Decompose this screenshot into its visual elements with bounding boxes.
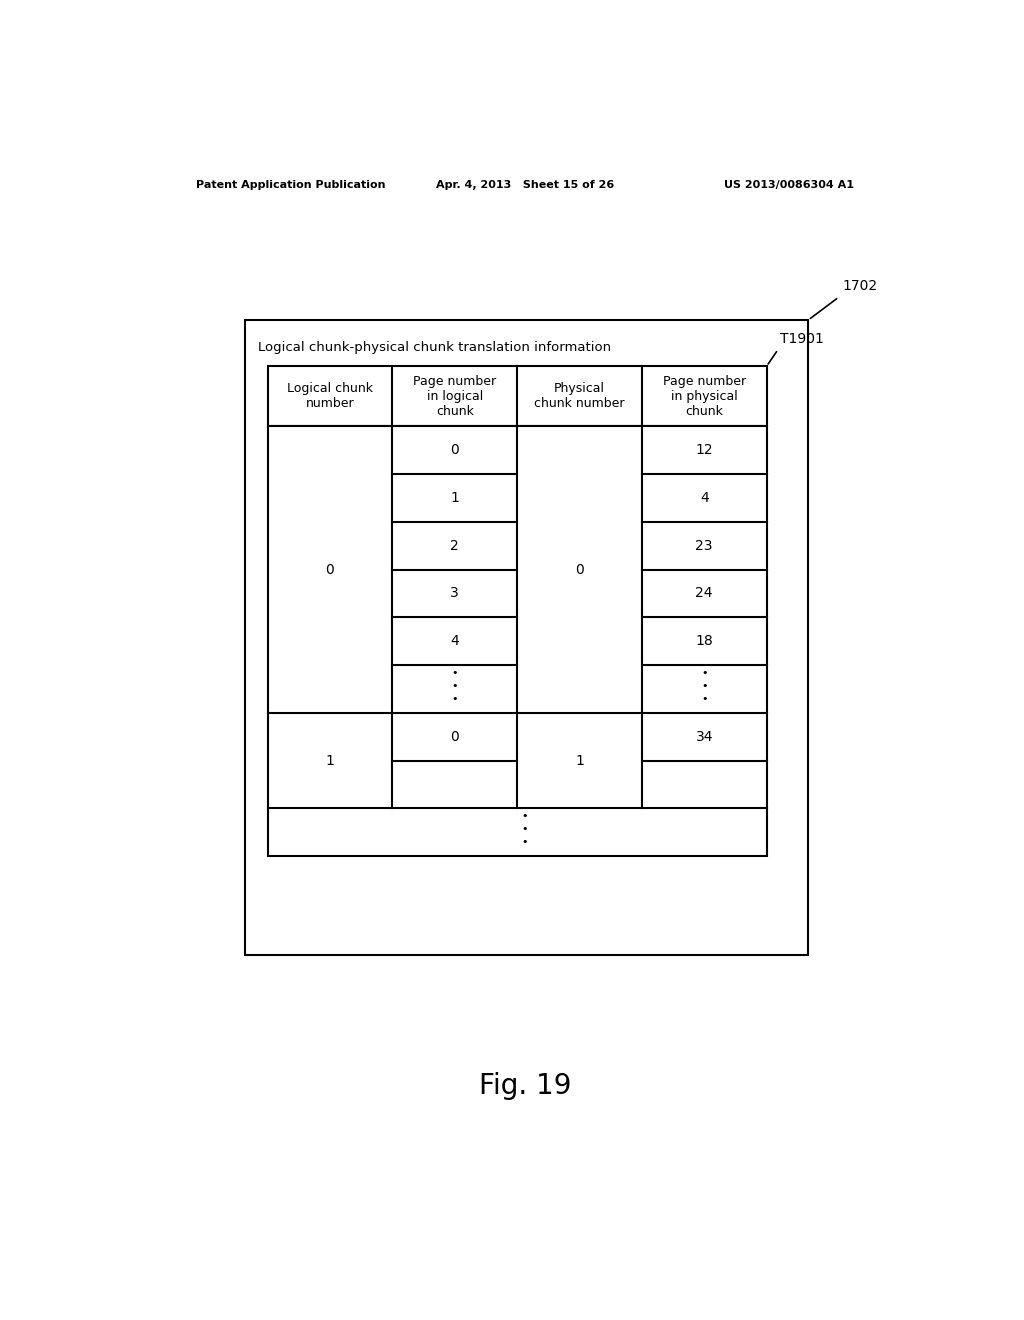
Text: 3: 3 bbox=[451, 586, 459, 601]
Text: 0: 0 bbox=[326, 562, 335, 577]
Text: 4: 4 bbox=[451, 634, 459, 648]
Text: 18: 18 bbox=[695, 634, 713, 648]
Text: 1: 1 bbox=[575, 754, 584, 767]
Text: 0: 0 bbox=[575, 562, 584, 577]
Text: 0: 0 bbox=[451, 730, 459, 743]
Text: •
•
•: • • • bbox=[521, 810, 528, 847]
Bar bbox=[245, 321, 808, 956]
Text: 4: 4 bbox=[699, 491, 709, 506]
Text: 34: 34 bbox=[695, 730, 713, 743]
Text: Page number
in logical
chunk: Page number in logical chunk bbox=[413, 375, 497, 418]
Text: T1901: T1901 bbox=[780, 331, 824, 346]
Text: •
•
•: • • • bbox=[452, 668, 458, 704]
Text: 1: 1 bbox=[326, 754, 335, 767]
Text: Fig. 19: Fig. 19 bbox=[478, 1072, 571, 1101]
Text: Page number
in physical
chunk: Page number in physical chunk bbox=[663, 375, 745, 418]
Text: Physical
chunk number: Physical chunk number bbox=[535, 383, 625, 411]
Text: Patent Application Publication: Patent Application Publication bbox=[196, 181, 385, 190]
Bar bbox=[267, 426, 767, 857]
Text: Logical chunk
number: Logical chunk number bbox=[287, 383, 373, 411]
Text: 24: 24 bbox=[695, 586, 713, 601]
Text: US 2013/0086304 A1: US 2013/0086304 A1 bbox=[724, 181, 854, 190]
Text: 23: 23 bbox=[695, 539, 713, 553]
Text: 0: 0 bbox=[451, 444, 459, 457]
Text: 1: 1 bbox=[451, 491, 459, 506]
Text: 12: 12 bbox=[695, 444, 713, 457]
Text: Apr. 4, 2013   Sheet 15 of 26: Apr. 4, 2013 Sheet 15 of 26 bbox=[435, 181, 614, 190]
Text: •
•
•: • • • bbox=[701, 668, 708, 704]
Bar bbox=[267, 367, 767, 426]
Text: 2: 2 bbox=[451, 539, 459, 553]
Text: Logical chunk-physical chunk translation information: Logical chunk-physical chunk translation… bbox=[258, 341, 611, 354]
Text: 1702: 1702 bbox=[843, 279, 878, 293]
